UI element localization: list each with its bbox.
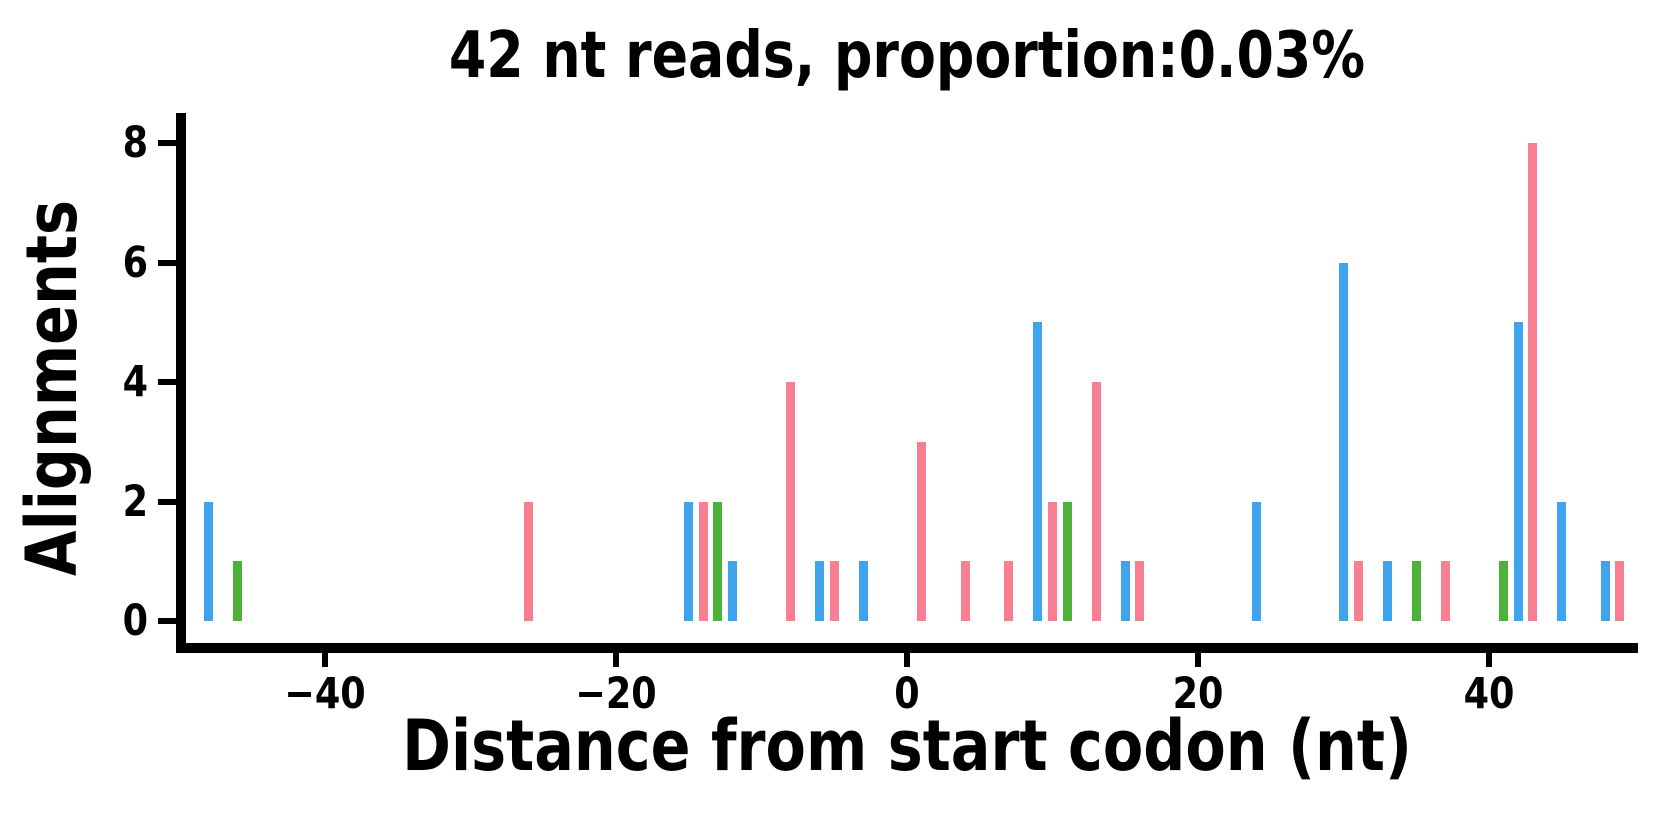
bar [1251,501,1261,621]
x-tick-mark [613,651,619,667]
bar [1557,501,1567,621]
bar [727,561,737,621]
bar [917,441,927,621]
bar [1033,322,1043,621]
y-tick-mark [158,140,176,146]
x-tick-label: −40 [284,669,366,719]
x-tick-mark [1195,651,1201,667]
x-tick-label: −20 [575,669,657,719]
bar [1499,561,1509,621]
bar [1135,561,1145,621]
bar [858,561,868,621]
chart-title: 42 nt reads, proportion:0.03% [448,19,1366,93]
bar [1382,561,1392,621]
bar [1411,561,1421,621]
x-tick-mark [322,651,328,667]
bar [204,501,214,621]
bar [698,501,708,621]
bar [1062,501,1072,621]
bar [960,561,970,621]
x-tick-mark [904,651,910,667]
bar [786,382,796,621]
bar [1091,382,1101,621]
bar [1513,322,1523,621]
x-tick-label: 20 [1172,669,1224,719]
y-tick-mark [158,379,176,385]
y-tick-label: 6 [122,237,148,288]
bar [684,501,694,621]
bar [1048,501,1057,621]
bar [1004,561,1014,621]
x-tick-label: 40 [1463,669,1515,719]
bar [815,561,825,621]
y-axis-spine [176,113,186,653]
x-axis-spine [176,643,1638,653]
bar [233,561,243,621]
bar [1120,561,1130,621]
bar [713,501,723,621]
bar [1600,561,1610,621]
x-axis-label: Distance from start codon (nt) [402,705,1412,787]
x-tick-mark [1486,651,1492,667]
y-tick-label: 4 [122,357,148,407]
y-tick-mark [158,618,176,624]
y-tick-label: 2 [122,476,148,527]
y-tick-label: 8 [122,118,148,168]
y-tick-label: 0 [122,596,148,646]
bar [1615,561,1625,621]
bar [1440,561,1450,621]
y-tick-mark [158,498,176,505]
bar [1353,561,1363,621]
bar [1339,262,1348,621]
x-tick-label: 0 [894,669,920,719]
bar [524,501,534,621]
bar [829,561,839,621]
y-tick-mark [158,259,176,266]
bar [1528,143,1538,621]
